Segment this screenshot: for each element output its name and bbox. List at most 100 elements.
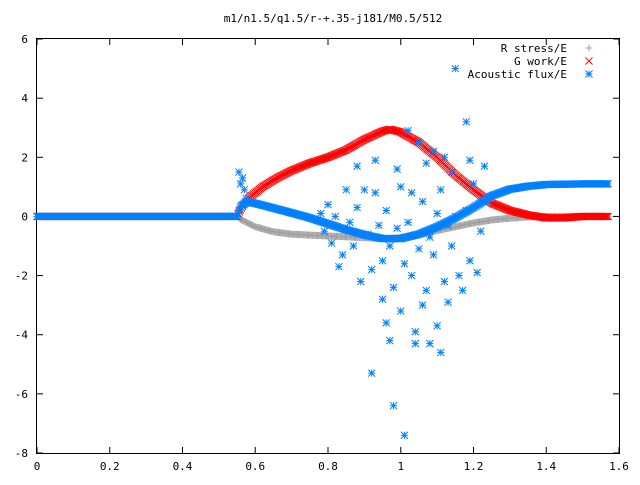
data-point: [375, 222, 382, 229]
data-point: [386, 337, 393, 344]
data-point: [354, 163, 361, 170]
data-point: [379, 257, 386, 264]
data-point: [383, 319, 390, 326]
data-point: [361, 186, 368, 193]
legend-marker: [586, 45, 593, 52]
data-point: [394, 166, 401, 173]
x-tick-label: 1.2: [464, 460, 484, 473]
data-point: [605, 180, 612, 187]
data-point: [470, 180, 477, 187]
y-tick-label: -2: [15, 270, 28, 283]
data-point: [243, 195, 250, 202]
data-point: [328, 240, 335, 247]
x-tick-label: 1: [397, 460, 404, 473]
data-point: [335, 263, 342, 270]
data-point: [332, 213, 339, 220]
x-tick-label: 0: [34, 460, 41, 473]
data-point: [426, 234, 433, 241]
data-point: [455, 272, 462, 279]
legend-label: R stress/E: [501, 42, 567, 55]
data-point: [408, 272, 415, 279]
data-point: [437, 186, 444, 193]
series-star: [34, 65, 612, 439]
data-point: [386, 243, 393, 250]
data-point: [237, 180, 244, 187]
data-point: [415, 245, 422, 252]
data-point: [408, 189, 415, 196]
data-point: [434, 210, 441, 217]
data-point: [239, 174, 246, 181]
chart-title: m1/n1.5/q1.5/r-+.35-j181/M0.5/512: [224, 12, 443, 25]
data-point: [426, 340, 433, 347]
y-tick-label: 2: [21, 151, 28, 164]
data-point: [235, 169, 242, 176]
data-point: [412, 328, 419, 335]
x-tick-label: 1.6: [609, 460, 629, 473]
data-point: [419, 302, 426, 309]
data-point: [317, 210, 324, 217]
data-point: [423, 160, 430, 167]
series-layer: [34, 65, 612, 439]
y-tick-label: 6: [21, 33, 28, 46]
data-point: [466, 157, 473, 164]
data-point: [423, 287, 430, 294]
data-point: [415, 139, 422, 146]
legend-label: G work/E: [514, 55, 567, 68]
legend-marker: [586, 71, 593, 78]
y-tick-label: 0: [21, 210, 28, 223]
data-point: [434, 322, 441, 329]
data-point: [445, 299, 452, 306]
x-tick-label: 0.2: [100, 460, 120, 473]
data-point: [390, 402, 397, 409]
data-point: [466, 257, 473, 264]
data-point: [357, 278, 364, 285]
legend-label: Acoustic flux/E: [468, 68, 567, 81]
data-point: [390, 284, 397, 291]
data-point: [412, 340, 419, 347]
data-point: [437, 349, 444, 356]
x-tick-label: 0.8: [318, 460, 338, 473]
data-point: [354, 204, 361, 211]
data-point: [441, 154, 448, 161]
data-point: [481, 163, 488, 170]
x-tick-label: 1.4: [536, 460, 556, 473]
data-point: [448, 169, 455, 176]
data-point: [346, 219, 353, 226]
data-point: [474, 269, 481, 276]
data-point: [430, 251, 437, 258]
data-point: [321, 228, 328, 235]
data-point: [452, 213, 459, 220]
data-point: [463, 207, 470, 214]
data-point: [241, 186, 248, 193]
data-point: [383, 207, 390, 214]
y-tick-label: -6: [15, 388, 28, 401]
data-point: [397, 308, 404, 315]
data-point: [452, 65, 459, 72]
series-cross: [34, 126, 612, 222]
data-point: [485, 198, 492, 205]
data-point: [445, 222, 452, 229]
x-tick-label: 0.6: [245, 460, 265, 473]
data-point: [463, 118, 470, 125]
data-point: [365, 231, 372, 238]
data-point: [419, 198, 426, 205]
data-point: [350, 243, 357, 250]
data-point: [405, 219, 412, 226]
x-tick-label: 0.4: [173, 460, 193, 473]
data-point: [401, 432, 408, 439]
data-point: [325, 201, 332, 208]
data-point: [477, 228, 484, 235]
data-point: [459, 287, 466, 294]
data-point: [448, 243, 455, 250]
data-point: [401, 260, 408, 267]
data-point: [397, 183, 404, 190]
data-point: [343, 186, 350, 193]
data-point: [379, 296, 386, 303]
data-point: [441, 278, 448, 285]
data-point: [405, 127, 412, 134]
data-point: [372, 189, 379, 196]
y-tick-label: -4: [15, 329, 29, 342]
